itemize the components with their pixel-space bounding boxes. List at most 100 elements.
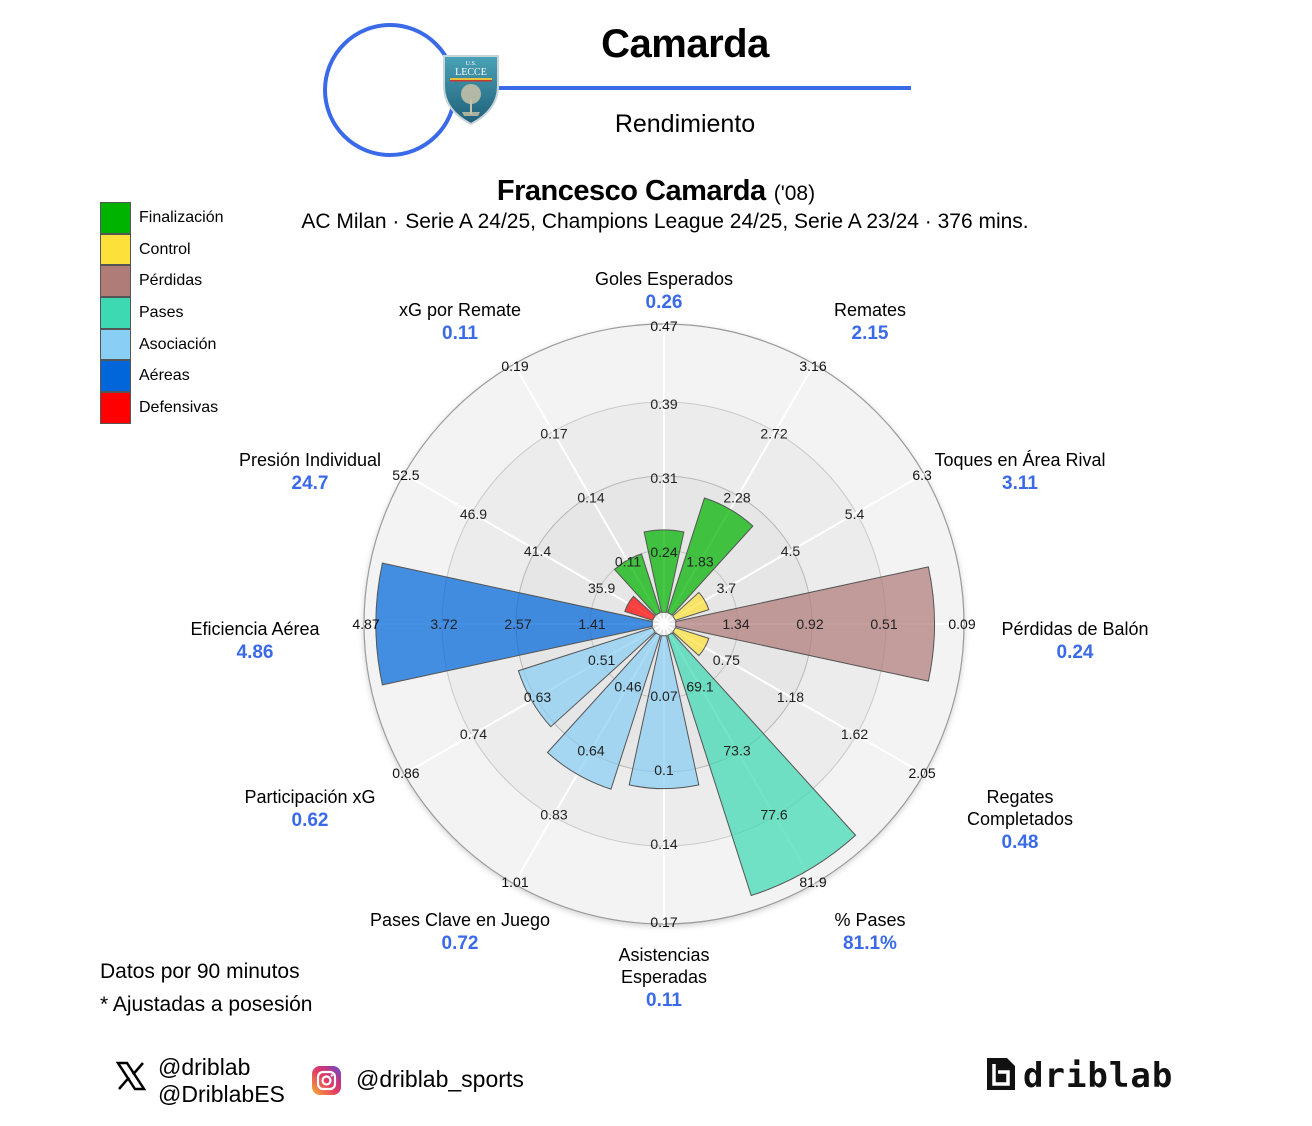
ring-tick-label: 2.72	[760, 425, 787, 441]
player-name: Francesco Camarda	[496, 175, 766, 207]
ring-tick-label: 2.05	[908, 765, 935, 781]
axis-value: 0.48	[1001, 832, 1039, 853]
ring-tick-label: 4.5	[781, 543, 801, 559]
axis-value: 0.72	[441, 933, 479, 954]
footnote-per90: Datos por 90 minutos	[100, 960, 300, 983]
bar--pases	[667, 632, 857, 897]
bar-eficiencia-a-rea	[375, 562, 653, 686]
ring-tick-label: 81.9	[799, 874, 826, 890]
ring-tick-label: 0.17	[540, 425, 567, 441]
bar-xg-por-remate	[613, 553, 661, 616]
ring-tick-label: 0.14	[650, 836, 677, 852]
bar-pases-clave-en-juego	[546, 632, 661, 790]
ring-tick-label: 3.7	[717, 580, 737, 596]
svg-text:LECCE: LECCE	[455, 67, 487, 78]
ring-tick-label: 0.19	[501, 358, 528, 374]
axis-label: xG por Remate 0.11	[399, 299, 521, 345]
ring-tick-label: 52.5	[392, 467, 419, 483]
instagram-icon[interactable]	[312, 1066, 341, 1095]
svg-text:U.S.: U.S.	[466, 61, 477, 67]
bar-p-rdidas-de-bal-n	[675, 566, 935, 682]
legend-item: Defensivas	[100, 392, 223, 424]
axis-value: 0.62	[291, 810, 329, 831]
ring-tick-label: 3.72	[430, 616, 457, 632]
bar-asistencias-esperadas	[628, 635, 700, 790]
legend-label: Pérdidas	[139, 272, 203, 290]
ring-tick-label: 0.39	[650, 396, 677, 412]
axis-label-name: Toques en Área Rival	[934, 450, 1106, 470]
x-twitter-icon[interactable]	[115, 1060, 147, 1092]
ring-tick-label: 0.75	[713, 652, 740, 668]
axis-label-name: Asistencias Esperadas	[618, 945, 710, 987]
ring-tick-label: 77.6	[760, 807, 787, 823]
x-handles: @driblab @DriblabES	[158, 1054, 285, 1108]
footnote: Datos por 90 minutos * Ajustadas a poses…	[100, 955, 312, 1021]
ring-tick-label: 5.4	[845, 506, 865, 522]
ring-tick-label: 0.24	[650, 544, 677, 560]
lecce-crest-icon: U.S. LECCE	[443, 55, 499, 126]
axis-label: Pases Clave en Juego 0.72	[370, 909, 550, 955]
axis-label: Goles Esperados 0.26	[595, 268, 733, 314]
bar-regates-completados	[672, 627, 710, 657]
legend-swatch	[100, 297, 131, 329]
axis-label-name: Regates Completados	[966, 787, 1074, 829]
ring-tick-label: 2.28	[723, 490, 750, 506]
ring-tick-label: 0.14	[577, 490, 604, 506]
player-birth-year: ('08)	[773, 182, 816, 205]
page-subtitle: Rendimiento	[614, 110, 756, 138]
ring-tick-label: 0.86	[392, 765, 419, 781]
ring-tick-label: 0.92	[796, 616, 823, 632]
ring-tick-label: 0.51	[870, 616, 897, 632]
x-handle-driblab[interactable]: @driblab	[158, 1054, 251, 1080]
axis-label: Asistencias Esperadas 0.11	[618, 944, 709, 1012]
ring-tick-label: 46.9	[460, 506, 487, 522]
ring-tick-label: 41.4	[524, 543, 551, 559]
brand-wordmark: driblab	[1023, 1056, 1173, 1092]
ring-tick-label: 0.17	[650, 914, 677, 930]
axis-label: Pérdidas de Balón 0.24	[1001, 618, 1148, 664]
axis-label-name: Pérdidas de Balón	[1001, 619, 1149, 639]
legend-label: Aéreas	[139, 367, 190, 385]
ring-tick-label: 0.07	[650, 688, 677, 704]
bar-remates	[667, 497, 754, 616]
axis-value: 0.24	[1056, 642, 1094, 663]
ring-tick-label: 0.64	[577, 742, 604, 758]
axis-label: Remates 2.15	[834, 299, 906, 345]
ring-tick-label: 0.46	[614, 678, 641, 694]
axis-value: 0.26	[645, 292, 683, 313]
legend-label: Defensivas	[139, 398, 219, 416]
ring-tick-label: 69.1	[686, 678, 713, 694]
instagram-handle[interactable]: @driblab_sports	[356, 1066, 524, 1092]
ring-tick-label: 1.18	[777, 689, 804, 705]
axis-value: 0.11	[646, 990, 682, 1011]
bar-goles-esperados	[643, 529, 685, 613]
axis-value: 81.1%	[843, 933, 897, 954]
ring-tick-label: 0.63	[524, 689, 551, 705]
ring-tick-label: 0.74	[460, 726, 487, 742]
legend-label: Control	[139, 240, 191, 258]
axis-label: Regates Completados 0.48	[967, 786, 1073, 854]
legend-item: Finalización	[100, 202, 223, 234]
axis-value: 24.7	[291, 473, 329, 494]
ring-tick-label: 0.51	[588, 652, 615, 668]
axis-label: Presión Individual 24.7	[239, 449, 381, 495]
axis-label-name: % Pases	[834, 910, 906, 930]
ring-tick-label: 4.87	[352, 616, 379, 632]
axis-value: 3.11	[1002, 473, 1038, 494]
ring-tick-label: 0.47	[650, 318, 677, 334]
x-handle-driblabes[interactable]: @DriblabES	[158, 1081, 285, 1107]
axis-label-name: Remates	[833, 300, 907, 320]
legend-swatch	[100, 265, 131, 298]
axis-label-name: Participación xG	[244, 787, 376, 807]
page-title: Camarda	[601, 22, 769, 66]
axis-value: 2.15	[851, 323, 889, 344]
legend-swatch	[100, 328, 131, 361]
footnote-possession-adjusted: * Ajustadas a posesión	[100, 993, 313, 1016]
bar-toques-en-rea-rival	[672, 591, 710, 621]
ring-tick-label: 0.1	[654, 762, 674, 778]
bar-participaci-n-xg	[517, 627, 656, 728]
legend-swatch	[100, 360, 131, 393]
ring-tick-label: 1.41	[578, 616, 605, 632]
ring-tick-label: 0.31	[650, 470, 677, 486]
ring-tick-label: 73.3	[723, 742, 750, 758]
